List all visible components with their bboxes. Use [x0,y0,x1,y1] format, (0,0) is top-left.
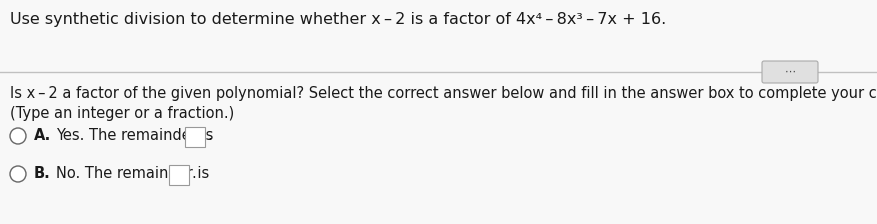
Text: Yes. The remainder is: Yes. The remainder is [56,128,213,143]
Circle shape [10,166,26,182]
Circle shape [10,128,26,144]
FancyBboxPatch shape [169,165,189,185]
Text: (Type an integer or a fraction.): (Type an integer or a fraction.) [10,106,234,121]
Text: .: . [207,128,211,143]
Text: No. The remainder is: No. The remainder is [56,166,210,181]
FancyBboxPatch shape [185,127,205,147]
Text: Is x – 2 a factor of the given polynomial? Select the correct answer below and f: Is x – 2 a factor of the given polynomia… [10,86,877,101]
Text: ⋯: ⋯ [784,67,795,77]
FancyBboxPatch shape [0,0,877,72]
Text: A.: A. [34,128,51,143]
FancyBboxPatch shape [762,61,818,83]
FancyBboxPatch shape [0,72,877,224]
Text: Use synthetic division to determine whether x – 2 is a factor of 4x⁴ – 8x³ – 7x : Use synthetic division to determine whet… [10,12,667,27]
Text: .: . [191,166,196,181]
Text: B.: B. [34,166,51,181]
